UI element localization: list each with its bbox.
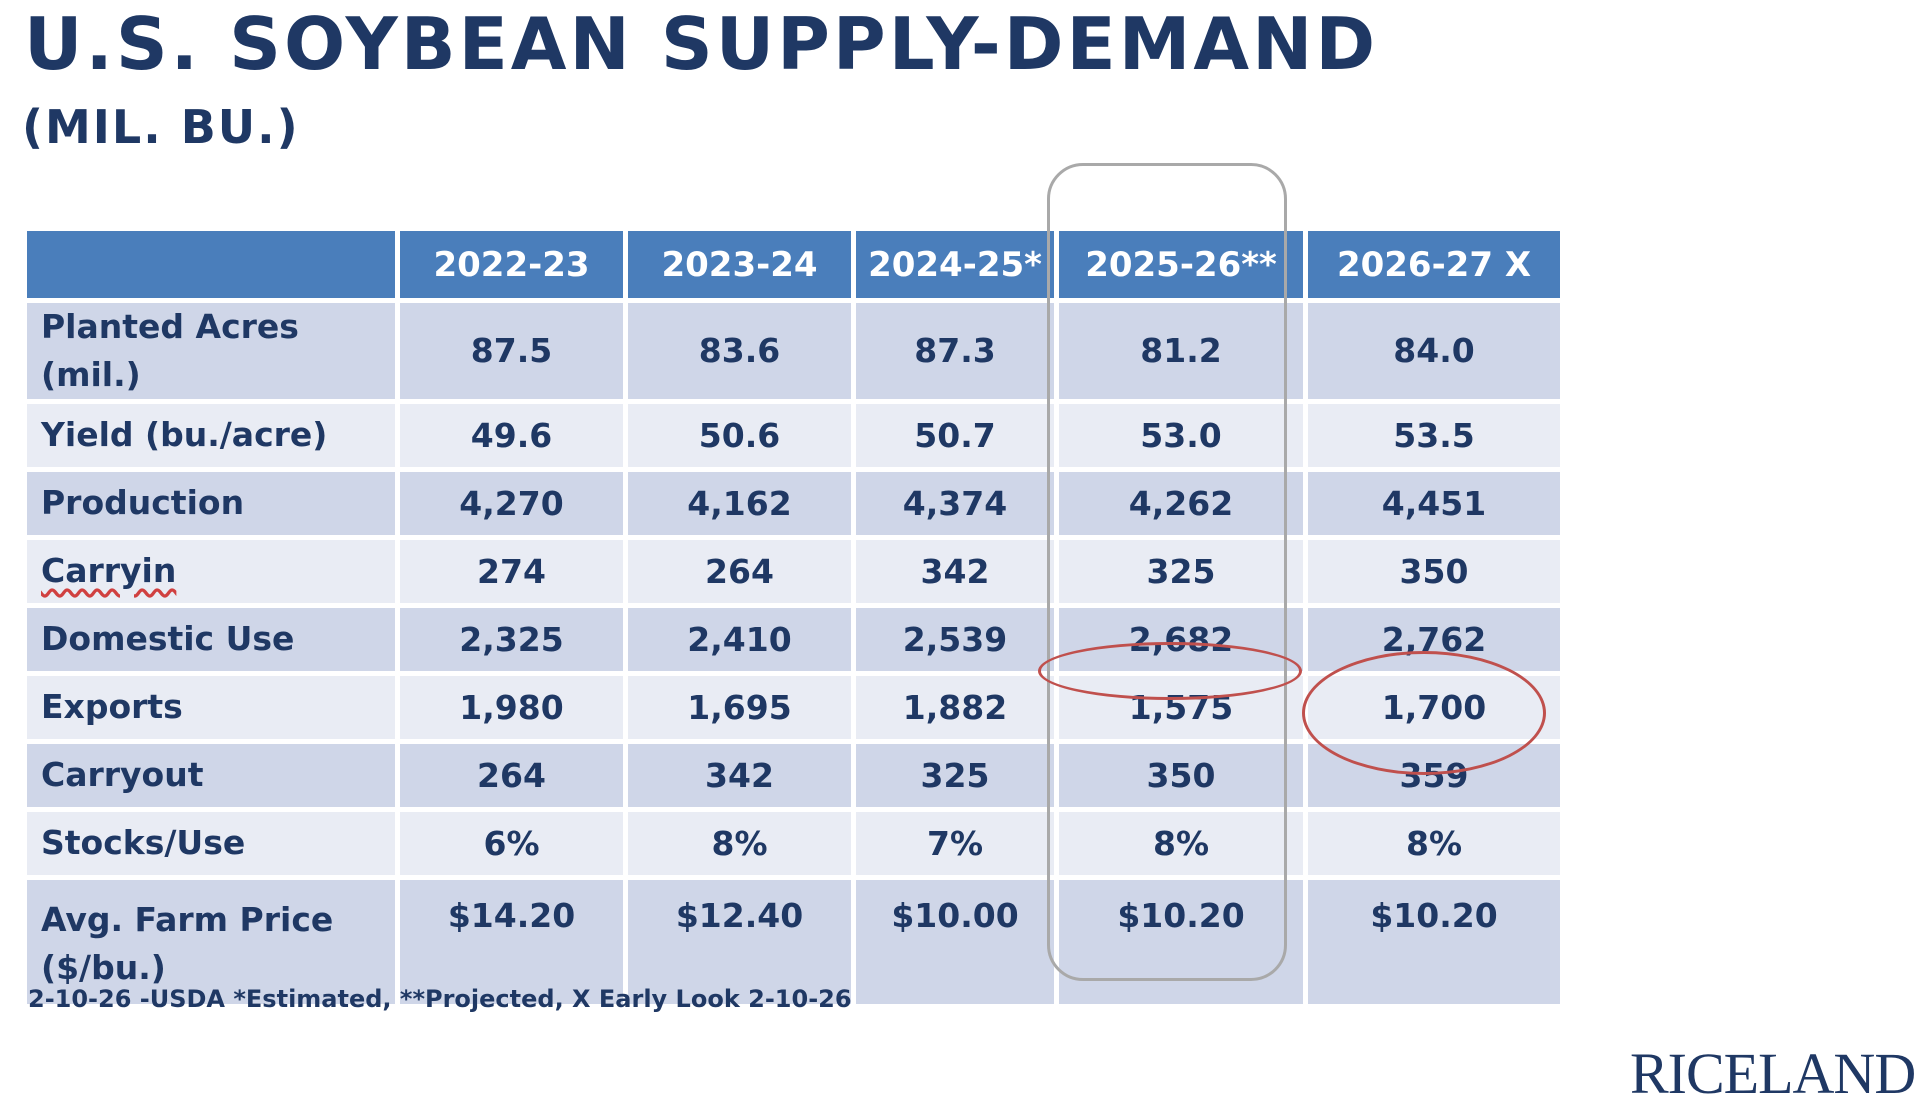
page-subtitle: (MIL. BU.) bbox=[22, 100, 300, 154]
page-title: U.S. SOYBEAN SUPPLY-DEMAND bbox=[24, 2, 1379, 86]
table-cell: $10.00 bbox=[856, 879, 1054, 1004]
table-row-domestic-use: Domestic Use 2,325 2,410 2,539 2,682 2,7… bbox=[27, 607, 1560, 671]
table-cell: 350 bbox=[1308, 539, 1560, 603]
header-cell-2023-24: 2023-24 bbox=[628, 231, 851, 298]
table-cell: $14.20 bbox=[400, 879, 623, 1004]
table-cell: 4,162 bbox=[628, 471, 851, 535]
table-cell: 325 bbox=[1059, 539, 1303, 603]
table-row-yield: Yield (bu./acre) 49.6 50.6 50.7 53.0 53.… bbox=[27, 403, 1560, 467]
table-row-stocks-use: Stocks/Use 6% 8% 7% 8% 8% bbox=[27, 811, 1560, 875]
header-cell-empty bbox=[27, 231, 395, 298]
table-cell: 7% bbox=[856, 811, 1054, 875]
table-cell: 1,700 bbox=[1308, 675, 1560, 739]
table-cell: 2,410 bbox=[628, 607, 851, 671]
table-cell: 50.6 bbox=[628, 403, 851, 467]
header-cell-2024-25: 2024-25* bbox=[856, 231, 1054, 298]
table-cell: 50.7 bbox=[856, 403, 1054, 467]
table-cell: 1,980 bbox=[400, 675, 623, 739]
table-header-row: 2022-23 2023-24 2024-25* 2025-26** 2026-… bbox=[27, 231, 1560, 298]
table-cell: $12.40 bbox=[628, 879, 851, 1004]
header-cell-2026-27: 2026-27 X bbox=[1308, 231, 1560, 298]
table-cell: 8% bbox=[1059, 811, 1303, 875]
table-cell: 1,695 bbox=[628, 675, 851, 739]
table-cell: 1,882 bbox=[856, 675, 1054, 739]
table-cell: 342 bbox=[628, 743, 851, 807]
table-cell: $10.20 bbox=[1059, 879, 1303, 1004]
table-cell: 49.6 bbox=[400, 403, 623, 467]
table-row-carryin: Carryin 274 264 342 325 350 bbox=[27, 539, 1560, 603]
table-cell: 264 bbox=[628, 539, 851, 603]
table-cell: 83.6 bbox=[628, 303, 851, 399]
table-cell: 325 bbox=[856, 743, 1054, 807]
row-label: Stocks/Use bbox=[27, 811, 395, 875]
table-cell: 4,374 bbox=[856, 471, 1054, 535]
row-label: Domestic Use bbox=[27, 607, 395, 671]
row-label-line-1: Avg. Farm Price bbox=[41, 899, 334, 939]
table-cell: 2,762 bbox=[1308, 607, 1560, 671]
table-cell: 274 bbox=[400, 539, 623, 603]
table-cell: 6% bbox=[400, 811, 623, 875]
footnote: 2-10-26 -USDA *Estimated, **Projected, X… bbox=[28, 985, 852, 1013]
row-label: Avg. Farm Price ($/bu.) bbox=[27, 879, 395, 1004]
row-label: Planted Acres (mil.) bbox=[27, 303, 395, 399]
table-cell: 359 bbox=[1308, 743, 1560, 807]
table-cell: $10.20 bbox=[1308, 879, 1560, 1004]
table-cell: 264 bbox=[400, 743, 623, 807]
table-cell: 2,325 bbox=[400, 607, 623, 671]
table-row-production: Production 4,270 4,162 4,374 4,262 4,451 bbox=[27, 471, 1560, 535]
row-label: Exports bbox=[27, 675, 395, 739]
row-label: Carryin bbox=[27, 539, 395, 603]
table-cell: 53.5 bbox=[1308, 403, 1560, 467]
row-label: Carryout bbox=[27, 743, 395, 807]
supply-demand-table: 2022-23 2023-24 2024-25* 2025-26** 2026-… bbox=[22, 226, 1565, 1009]
header-cell-2025-26: 2025-26** bbox=[1059, 231, 1303, 298]
table-cell: 4,270 bbox=[400, 471, 623, 535]
table-cell: 53.0 bbox=[1059, 403, 1303, 467]
table-cell: 1,575 bbox=[1059, 675, 1303, 739]
row-label: Production bbox=[27, 471, 395, 535]
table-cell: 87.5 bbox=[400, 303, 623, 399]
riceland-logo: RICELAND bbox=[1630, 1041, 1916, 1106]
header-cell-2022-23: 2022-23 bbox=[400, 231, 623, 298]
table-cell: 2,682 bbox=[1059, 607, 1303, 671]
row-label-line-2: ($/bu.) bbox=[41, 947, 166, 987]
table-cell: 84.0 bbox=[1308, 303, 1560, 399]
table-cell: 4,451 bbox=[1308, 471, 1560, 535]
table-cell: 4,262 bbox=[1059, 471, 1303, 535]
row-label-text: Carryin bbox=[41, 551, 177, 591]
table-row-planted-acres: Planted Acres (mil.) 87.5 83.6 87.3 81.2… bbox=[27, 303, 1560, 399]
table-row-carryout: Carryout 264 342 325 350 359 bbox=[27, 743, 1560, 807]
table-cell: 8% bbox=[1308, 811, 1560, 875]
table-cell: 350 bbox=[1059, 743, 1303, 807]
table-row-exports: Exports 1,980 1,695 1,882 1,575 1,700 bbox=[27, 675, 1560, 739]
table-cell: 2,539 bbox=[856, 607, 1054, 671]
table-row-avg-farm-price: Avg. Farm Price ($/bu.) $14.20 $12.40 $10… bbox=[27, 879, 1560, 1004]
table-cell: 87.3 bbox=[856, 303, 1054, 399]
table-cell: 8% bbox=[628, 811, 851, 875]
table-cell: 81.2 bbox=[1059, 303, 1303, 399]
table-cell: 342 bbox=[856, 539, 1054, 603]
row-label: Yield (bu./acre) bbox=[27, 403, 395, 467]
